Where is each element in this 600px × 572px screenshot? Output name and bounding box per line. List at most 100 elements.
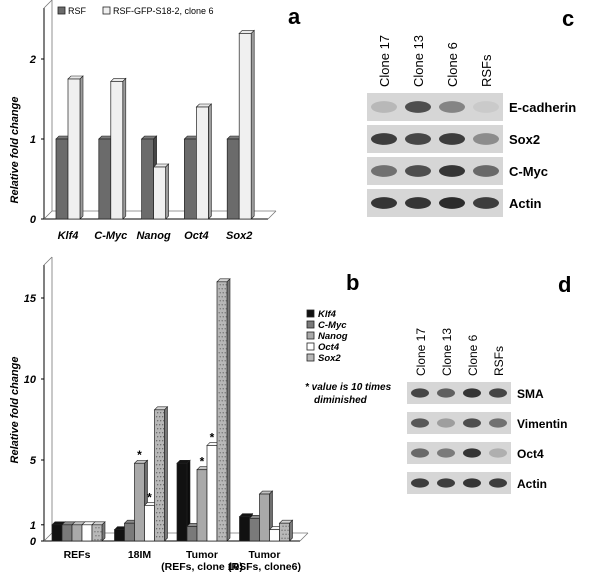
chart-a-bars: [55, 29, 255, 220]
texture-dot: [219, 388, 221, 390]
texture-dot: [287, 529, 289, 531]
texture-dot: [98, 535, 100, 537]
lane-label: RSFs: [479, 54, 494, 87]
texture-dot: [221, 528, 223, 530]
texture-dot: [225, 508, 227, 510]
texture-dot: [157, 492, 159, 494]
bar-front: [51, 524, 63, 542]
bar-front: [196, 469, 208, 542]
texture-dot: [221, 336, 223, 338]
texture-dot: [101, 527, 103, 529]
bar-side: [289, 519, 293, 542]
texture-dot: [218, 424, 220, 426]
texture-dot: [162, 464, 164, 466]
texture-dot: [221, 360, 223, 362]
blot-band: [473, 133, 499, 145]
blot-band: [371, 197, 397, 209]
blot-band: [437, 388, 455, 398]
texture-dot: [159, 432, 161, 434]
texture-dot: [225, 364, 227, 366]
texture-dot: [225, 348, 227, 350]
texture-dot: [219, 532, 221, 534]
texture-dot: [162, 432, 164, 434]
texture-dot: [157, 508, 159, 510]
chart-b-wall-top: [43, 256, 53, 266]
chart-b: Relative fold change Klf4C-MycNanogOct4S…: [9, 256, 392, 572]
texture-dot: [218, 304, 220, 306]
texture-dot: [162, 520, 164, 522]
texture-dot: [156, 488, 158, 490]
bar-front: [239, 516, 250, 542]
bar-front: [176, 462, 188, 542]
bar-c-myc-clone6: [110, 77, 127, 220]
x-tick-label: REFs: [64, 549, 91, 561]
texture-dot: [222, 460, 224, 462]
bar-side: [122, 77, 127, 220]
texture-dot: [163, 532, 165, 534]
bar-front: [98, 138, 112, 220]
x-tick-label: 18IM: [128, 549, 152, 561]
blot-row-oct4: Oct4: [407, 442, 544, 464]
texture-dot: [159, 472, 161, 474]
chart-a: Relative fold change RSF RSF-GFP-S18-2, c…: [9, 0, 277, 242]
x-tick-label: Sox2: [226, 230, 252, 242]
blot-band: [463, 418, 481, 428]
texture-dot: [222, 364, 224, 366]
blot-band: [411, 388, 429, 398]
texture-dot: [224, 432, 226, 434]
bar-side: [79, 75, 84, 220]
texture-dot: [224, 488, 226, 490]
y-tick-label: 10: [24, 374, 37, 386]
texture-dot: [221, 464, 223, 466]
texture-dot: [219, 436, 221, 438]
texture-dot: [160, 516, 162, 518]
texture-dot: [284, 537, 286, 539]
lane-label: RSFs: [492, 346, 506, 376]
legend-swatch-klf4: [306, 309, 315, 318]
texture-dot: [221, 440, 223, 442]
blot-band: [437, 448, 455, 458]
texture-dot: [221, 376, 223, 378]
texture-dot: [221, 328, 223, 330]
texture-dot: [218, 320, 220, 322]
texture-dot: [222, 524, 224, 526]
bar-nanog-rsf: [140, 135, 158, 220]
blot-row-c-myc: C-Myc: [367, 157, 548, 185]
texture-dot: [221, 320, 223, 322]
blot-label: Oct4: [517, 447, 544, 461]
bar-front: [81, 524, 93, 542]
panel-letter-c: c: [562, 6, 574, 31]
texture-dot: [225, 468, 227, 470]
texture-dot: [222, 436, 224, 438]
texture-dot: [156, 448, 158, 450]
texture-dot: [222, 412, 224, 414]
lane-label: Clone 6: [445, 42, 460, 87]
blot-row-actin: Actin: [407, 472, 547, 494]
texture-dot: [160, 428, 162, 430]
texture-dot: [287, 537, 289, 539]
texture-dot: [221, 448, 223, 450]
texture-dot: [157, 476, 159, 478]
texture-dot: [219, 308, 221, 310]
texture-dot: [160, 532, 162, 534]
texture-dot: [160, 468, 162, 470]
legend-label-0: RSF: [68, 6, 87, 16]
texture-dot: [221, 520, 223, 522]
texture-dot: [98, 527, 100, 529]
bar-front: [67, 78, 81, 220]
texture-dot: [219, 484, 221, 486]
texture-dot: [160, 500, 162, 502]
texture-dot: [219, 524, 221, 526]
panel-letter-b: b: [346, 270, 359, 295]
legend-label-c-myc: C-Myc: [318, 320, 347, 331]
bar-nanog-clone6: [152, 163, 170, 220]
texture-dot: [224, 512, 226, 514]
texture-dot: [222, 316, 224, 318]
texture-dot: [222, 396, 224, 398]
blot-band: [405, 133, 431, 145]
texture-dot: [160, 412, 162, 414]
texture-dot: [162, 504, 164, 506]
texture-dot: [218, 496, 220, 498]
texture-dot: [162, 440, 164, 442]
